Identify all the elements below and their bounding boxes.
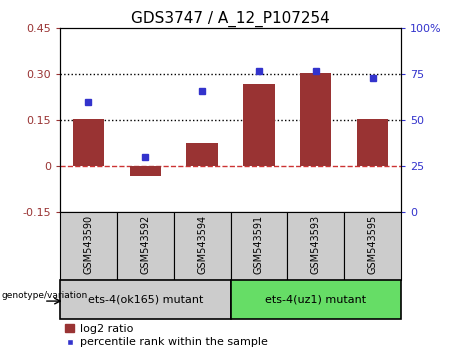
Text: GSM543592: GSM543592 [140, 215, 150, 274]
Bar [186, 143, 218, 166]
Bar [287, 212, 344, 280]
Bar [357, 119, 388, 166]
Text: genotype/variation: genotype/variation [1, 291, 88, 300]
Bar [174, 212, 230, 280]
Text: GSM543590: GSM543590 [83, 215, 94, 274]
Text: ets-4(ok165) mutant: ets-4(ok165) mutant [88, 294, 203, 304]
Legend: log2 ratio, percentile rank within the sample: log2 ratio, percentile rank within the s… [65, 324, 268, 348]
Text: GSM543594: GSM543594 [197, 215, 207, 274]
Bar [243, 84, 275, 166]
Text: GSM543591: GSM543591 [254, 215, 264, 274]
Text: GSM543593: GSM543593 [311, 215, 321, 274]
Bar [130, 166, 161, 176]
Title: GDS3747 / A_12_P107254: GDS3747 / A_12_P107254 [131, 11, 330, 27]
Bar [230, 280, 401, 319]
Bar [230, 212, 287, 280]
Bar [300, 73, 331, 166]
Text: GSM543595: GSM543595 [367, 215, 378, 274]
Bar [344, 212, 401, 280]
Bar [73, 119, 104, 166]
Bar [117, 212, 174, 280]
Bar [60, 280, 230, 319]
Text: ets-4(uz1) mutant: ets-4(uz1) mutant [265, 294, 366, 304]
Bar [60, 212, 117, 280]
